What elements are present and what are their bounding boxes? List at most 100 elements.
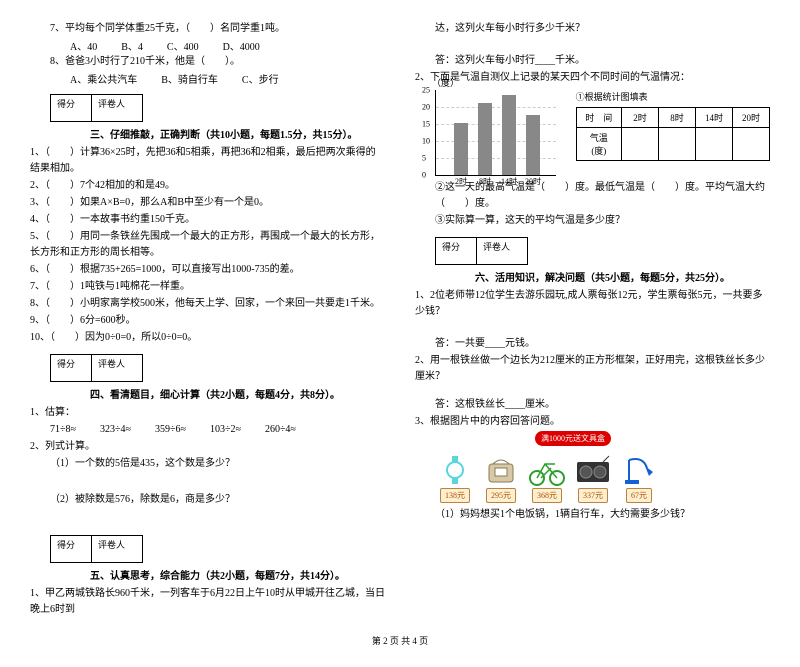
product-item: 368元 [527,454,567,503]
td [733,128,770,161]
table-title: ①根据统计图填表 [576,90,770,103]
ytick: 25 [422,86,430,95]
xtick: 8时 [479,176,491,187]
price-tag: 368元 [532,488,562,503]
xtick: 2时 [455,176,467,187]
opt: A、乘公共汽车 [70,71,137,86]
score-box: 得分 评卷人 [50,535,385,563]
judge-item: 2、（ ）7个42相加的和是49。 [30,178,385,194]
est-item: 323÷4≈ [100,422,131,438]
judge-item: 9、（ ）6分=600秒。 [30,313,385,329]
th: 8时 [659,108,696,128]
td: 气温(度) [576,128,621,161]
gridline [436,107,556,108]
judge-item: 5、（ ）用同一条铁丝先围成一个最大的正方形，再围成一个最大的长方形，长方形和正… [30,229,385,261]
opt: B、4 [121,38,143,53]
promo-badge: 满1000元送文具盒 [535,431,611,446]
ytick: 10 [422,137,430,146]
score-box: 得分 评卷人 [50,94,385,122]
ytick: 15 [422,120,430,129]
ytick: 5 [422,154,426,163]
opt: C、400 [167,38,199,53]
chart-ylabel: （度） [432,76,459,89]
ytick: 20 [422,103,430,112]
est-item: 359÷6≈ [155,422,186,438]
price-tag: 337元 [578,488,608,503]
estimate-row: 71÷8≈ 323÷4≈ 359÷6≈ 103÷2≈ 260÷4≈ [50,422,385,438]
td [659,128,696,161]
q6-3: 3、根据图片中的内容回答问题。 [415,414,770,430]
bar [526,115,540,175]
td [622,128,659,161]
bicycle-icon [527,454,567,486]
th: 2时 [622,108,659,128]
score-cell: 得分 [50,94,92,122]
est-item: 71÷8≈ [50,422,76,438]
q6-1: 1、2位老师带12位学生去游乐园玩,成人票每张12元，学生票每张5元，一共要多少… [415,288,770,320]
reviewer-cell: 评卷人 [92,535,143,563]
score-cell: 得分 [50,354,92,382]
reviewer-cell: 评卷人 [92,354,143,382]
score-cell: 得分 [50,535,92,563]
calc1: （1）一个数的5倍是435，这个数是多少？ [50,456,385,472]
section-6-title: 六、活用知识，解决问题（共5小题，每题5分，共25分）。 [475,269,770,284]
prob1: 1、甲乙两城铁路长960千米，一列客车于6月22日上午10时从甲城开往乙城，当日… [30,586,385,618]
section-3-title: 三、仔细推敲，正确判断（共10小题，每题1.5分，共15分）。 [90,126,385,141]
judge-item: 8、（ ）小明家离学校500米，他每天上学、回家，一个来回一共要走1千米。 [30,296,385,312]
product-item: 138元 [435,454,475,503]
watch-icon [435,454,475,486]
product-item: 295元 [481,454,521,503]
bar [454,123,468,175]
a6-2: 答：这根铁丝长____厘米。 [435,397,770,413]
rice-cooker-icon [481,454,521,486]
radio-icon [573,454,613,486]
a6-1: 答：一共要____元钱。 [435,336,770,352]
prob2: 2、下面是气温自测仪上记录的某天四个不同时间的气温情况： [415,70,770,86]
th: 14时 [696,108,733,128]
judge-item: 7、（ ）1吨铁与1吨棉花一样重。 [30,279,385,295]
judge-item: 6、（ ）根据735+265=1000，可以直接写出1000-735的差。 [30,262,385,278]
bar [502,95,516,175]
est-item: 103÷2≈ [210,422,241,438]
estimate-label: 1、估算： [30,405,385,421]
judge-item: 3、（ ）如果A×B=0，那么A和B中至少有一个是0。 [30,195,385,211]
price-tag: 295元 [486,488,516,503]
td [696,128,733,161]
ytick: 0 [422,171,426,180]
reviewer-cell: 评卷人 [477,237,528,265]
est-item: 260÷4≈ [265,422,296,438]
th: 20时 [733,108,770,128]
product-item: 337元 [573,454,613,503]
xtick: 20时 [525,176,541,187]
score-box: 得分 评卷人 [435,237,770,265]
answer1: 答：这列火车每小时行____千米。 [435,53,770,69]
prob1-cont: 达，这列火车每小时行多少千米？ [435,21,770,37]
xtick: 14时 [501,176,517,187]
section-4-title: 四、看清题目，细心计算（共2小题，每题4分，共8分）。 [90,386,385,401]
q7-options: A、40 B、4 C、400 D、4000 [70,38,385,53]
opt: A、40 [70,38,97,53]
page-footer: 第 2 页 共 4 页 [30,634,770,647]
judge-item: 4、（ ）一本故事书约重150千克。 [30,212,385,228]
lamp-icon [619,454,659,486]
judge-item: 10、（ ）因为0÷0=0，所以0÷0=0。 [30,330,385,346]
q8: 8、爸爸3小时行了210千米，他是（ ）。 [50,54,385,70]
bar-chart: （度） 25 20 15 10 5 0 2时8时14时20时 [435,90,556,176]
th: 时 间 [576,108,621,128]
opt: D、4000 [223,38,260,53]
q8-options: A、乘公共汽车 B、骑自行车 C、步行 [70,71,385,86]
opt: B、骑自行车 [161,71,218,86]
product-item: 67元 [619,454,659,503]
calc2: （2）被除数是576，除数是6，商是多少？ [50,492,385,508]
calc-label: 2、列式计算。 [30,439,385,455]
prob2c: ③实际算一算，这天的平均气温是多少度？ [435,213,770,229]
score-box: 得分 评卷人 [50,354,385,382]
product-row: 138元 295元 368元 337元 67元 [435,454,770,503]
judge-item: 1、（ ）计算36×25时，先把36和5相乘，再把36和2相乘，最后把两次乘得的… [30,145,385,177]
price-tag: 67元 [626,488,652,503]
opt: C、步行 [242,71,279,86]
score-cell: 得分 [435,237,477,265]
q7: 7、平均每个同学体重25千克，（ ）名同学重1吨。 [50,21,385,37]
price-tag: 138元 [440,488,470,503]
section-5-title: 五、认真思考，综合能力（共2小题，每题7分，共14分）。 [90,567,385,582]
